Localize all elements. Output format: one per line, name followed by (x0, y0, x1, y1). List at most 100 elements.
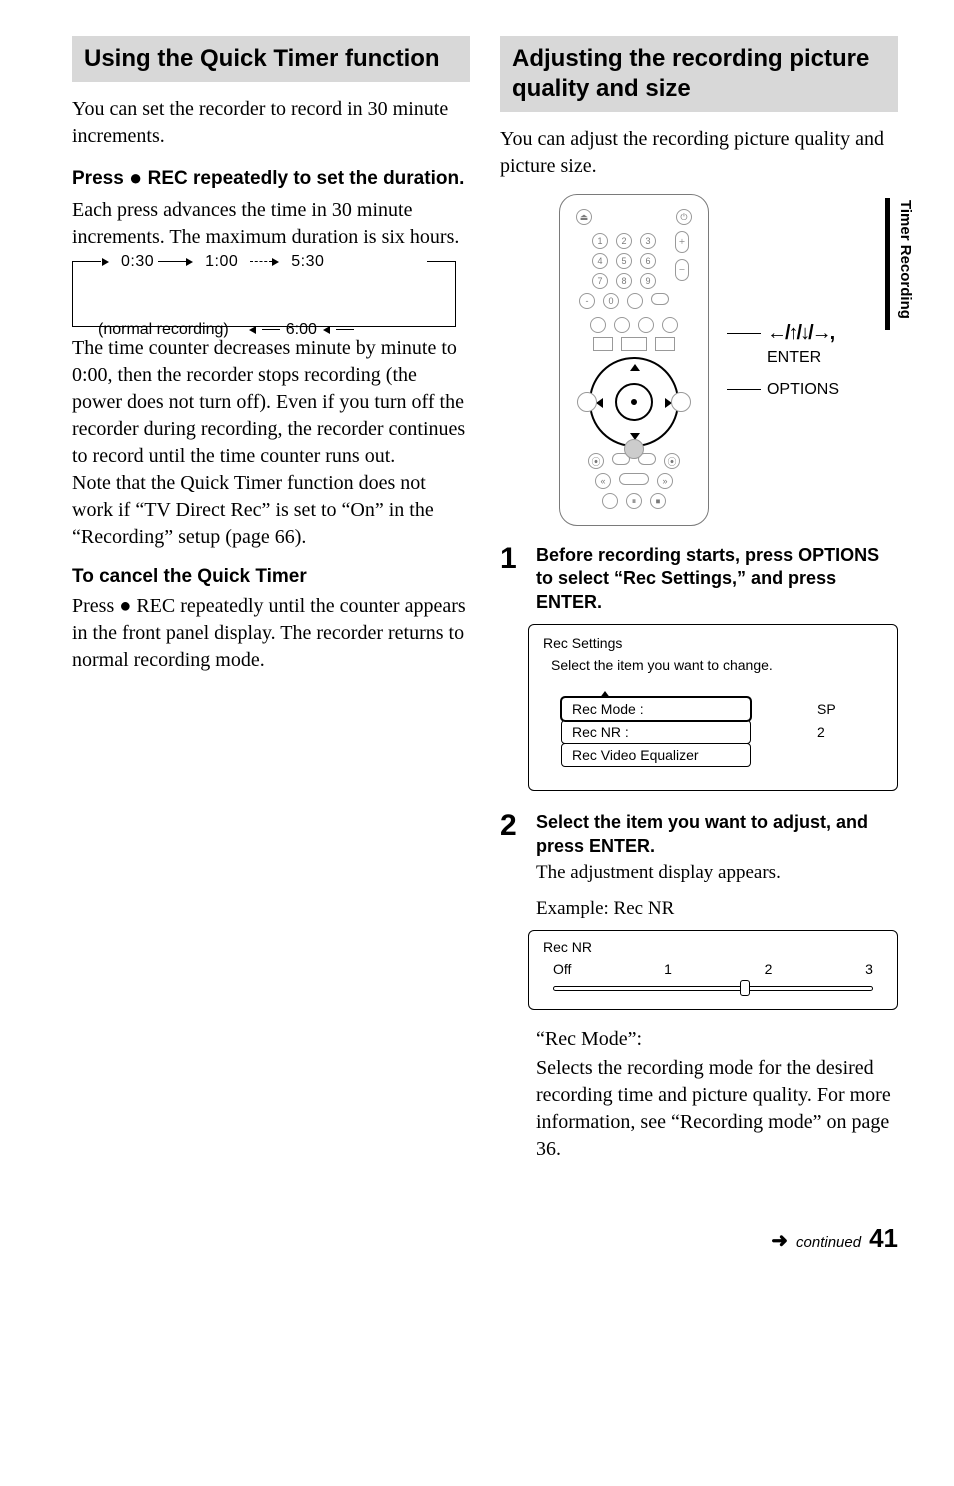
arrow-right-icon (102, 258, 117, 266)
side-button-left (577, 392, 597, 412)
page-footer: ➜ continued 41 (72, 1223, 898, 1254)
remote-labels: ←/↑/↓/→, ENTER OPTIONS (727, 318, 839, 403)
nr-mark: 3 (865, 961, 873, 977)
remote-illustration: ⏏ ⏻ 123 456 789 -0 + − (500, 194, 898, 526)
left-mid-body: The time counter decreases minute by min… (72, 335, 470, 551)
panel-option: Rec NR :2 (561, 720, 861, 743)
key-4: 4 (592, 253, 608, 269)
leader-line (727, 389, 761, 390)
pause-icon: ⏸ (626, 493, 642, 509)
rec-dot-icon: ● (129, 165, 142, 190)
side-tab-bar (885, 198, 890, 330)
panel-option-label: Rec Video Equalizer (561, 743, 751, 767)
diagram-t2: 1:00 (201, 253, 242, 271)
diagram-frame-tl (73, 261, 101, 262)
rec-mode-desc: “Rec Mode”: Selects the recording mode f… (536, 1026, 898, 1163)
step-2-body: The adjustment display appears. (536, 862, 898, 884)
panel-hint: Select the item you want to change. (551, 657, 883, 673)
dpad-up-icon (630, 364, 640, 371)
example-label: Example: Rec NR (536, 898, 898, 920)
nr-rail (553, 986, 873, 991)
left-intro: You can set the recorder to record in 30… (72, 96, 470, 150)
diagram-normal: (normal recording) (98, 321, 229, 339)
nr-title: Rec NR (543, 939, 883, 955)
key-pill (651, 293, 669, 305)
dpad-left-icon (596, 398, 603, 408)
key-3: 3 (640, 233, 656, 249)
right-column: Adjusting the recording picture quality … (500, 36, 898, 1177)
key-x (627, 293, 643, 309)
diagram-t1: 0:30 (117, 253, 158, 271)
press-heading-a: Press (72, 168, 129, 189)
diagram-bottom-row: (normal recording) 6:00 (98, 321, 354, 339)
side-button-right (671, 392, 691, 412)
remote-row (570, 337, 698, 351)
diagram-t4: 6:00 (286, 321, 317, 339)
rec-dot-icon: ● (119, 595, 131, 617)
panel-option: Rec Mode :SP (561, 697, 861, 720)
enter-dot-icon (631, 399, 637, 405)
label-arrows: ←/↑/↓/→, (727, 322, 839, 345)
key-2: 2 (616, 233, 632, 249)
rec-settings-panel: Rec Settings Select the item you want to… (528, 624, 898, 791)
panel-option-value: SP (801, 701, 861, 717)
dpad (589, 357, 679, 447)
diagram-top-row: 0:30 1:00 5:30 (102, 253, 328, 271)
step-number: 1 (500, 544, 524, 614)
rec-nr-panel: Rec NR Off123 (528, 930, 898, 1010)
step-number: 2 (500, 811, 524, 920)
eject-icon: ⏏ (576, 209, 592, 225)
press-body: Each press advances the time in 30 minut… (72, 197, 470, 251)
side-tab-text: Timer Recording (897, 200, 914, 319)
left-section-heading: Using the Quick Timer function (72, 36, 470, 82)
key-dash: - (579, 293, 595, 309)
label-options: OPTIONS (727, 381, 839, 399)
enter-button (615, 383, 653, 421)
remote-row: ⏏ ⏻ (570, 209, 698, 225)
step-1: 1 Before recording starts, press OPTIONS… (500, 544, 898, 614)
right-section-heading: Adjusting the recording picture quality … (500, 36, 898, 112)
vol-down: − (675, 259, 689, 281)
label-enter: ENTER (767, 349, 839, 367)
cancel-body: Press ● REC repeatedly until the counter… (72, 593, 470, 674)
step-2-heading: Select the item you want to adjust, and … (536, 811, 898, 858)
right-intro: You can adjust the recording picture qua… (500, 126, 898, 180)
remote-body: ⏏ ⏻ 123 456 789 -0 + − (559, 194, 709, 526)
diagram-line (158, 261, 186, 262)
diagram-dash (250, 261, 272, 262)
panel-option-value: 2 (801, 724, 861, 740)
next-icon: ⦿ (664, 453, 680, 469)
diagram-t3: 5:30 (287, 253, 328, 271)
key-5: 5 (616, 253, 632, 269)
remote-row (570, 317, 698, 333)
arrow-left-icon (249, 326, 256, 334)
page-number: 41 (869, 1223, 898, 1254)
step-2: 2 Select the item you want to adjust, an… (500, 811, 898, 920)
arrow-glyphs-icon: ←/↑/↓/→, (767, 322, 833, 345)
panel-title: Rec Settings (543, 635, 883, 651)
rec-mode-h: “Rec Mode”: (536, 1026, 898, 1053)
rec-mode-p: Selects the recording mode for the desir… (536, 1055, 898, 1163)
diagram-line (262, 329, 280, 330)
nr-scale: Off123 (543, 961, 883, 981)
key-0: 0 (603, 293, 619, 309)
key-1: 1 (592, 233, 608, 249)
quick-timer-diagram: 0:30 1:00 5:30 (normal recording) 6:00 (72, 257, 470, 335)
rec-icon (602, 493, 618, 509)
panel-option: Rec Video Equalizer (561, 743, 861, 766)
nr-track (553, 981, 873, 995)
label-options-text: OPTIONS (767, 381, 839, 399)
side-tab: Timer Recording (897, 200, 914, 319)
cancel-body-b: REC repeatedly until the counter appears… (72, 595, 466, 671)
remote-row: «» (570, 473, 698, 489)
cancel-body-a: Press (72, 595, 119, 617)
step-1-heading: Before recording starts, press OPTIONS t… (536, 544, 898, 614)
arrow-right-icon (272, 258, 287, 266)
remote-keypad: 123 456 789 -0 + − (570, 229, 698, 313)
leader-line (727, 333, 761, 334)
press-heading: Press ● REC repeatedly to set the durati… (72, 164, 470, 193)
key-8: 8 (616, 273, 632, 289)
power-icon: ⏻ (676, 209, 692, 225)
diagram-frame-tr (427, 261, 455, 262)
vol-up: + (675, 231, 689, 253)
